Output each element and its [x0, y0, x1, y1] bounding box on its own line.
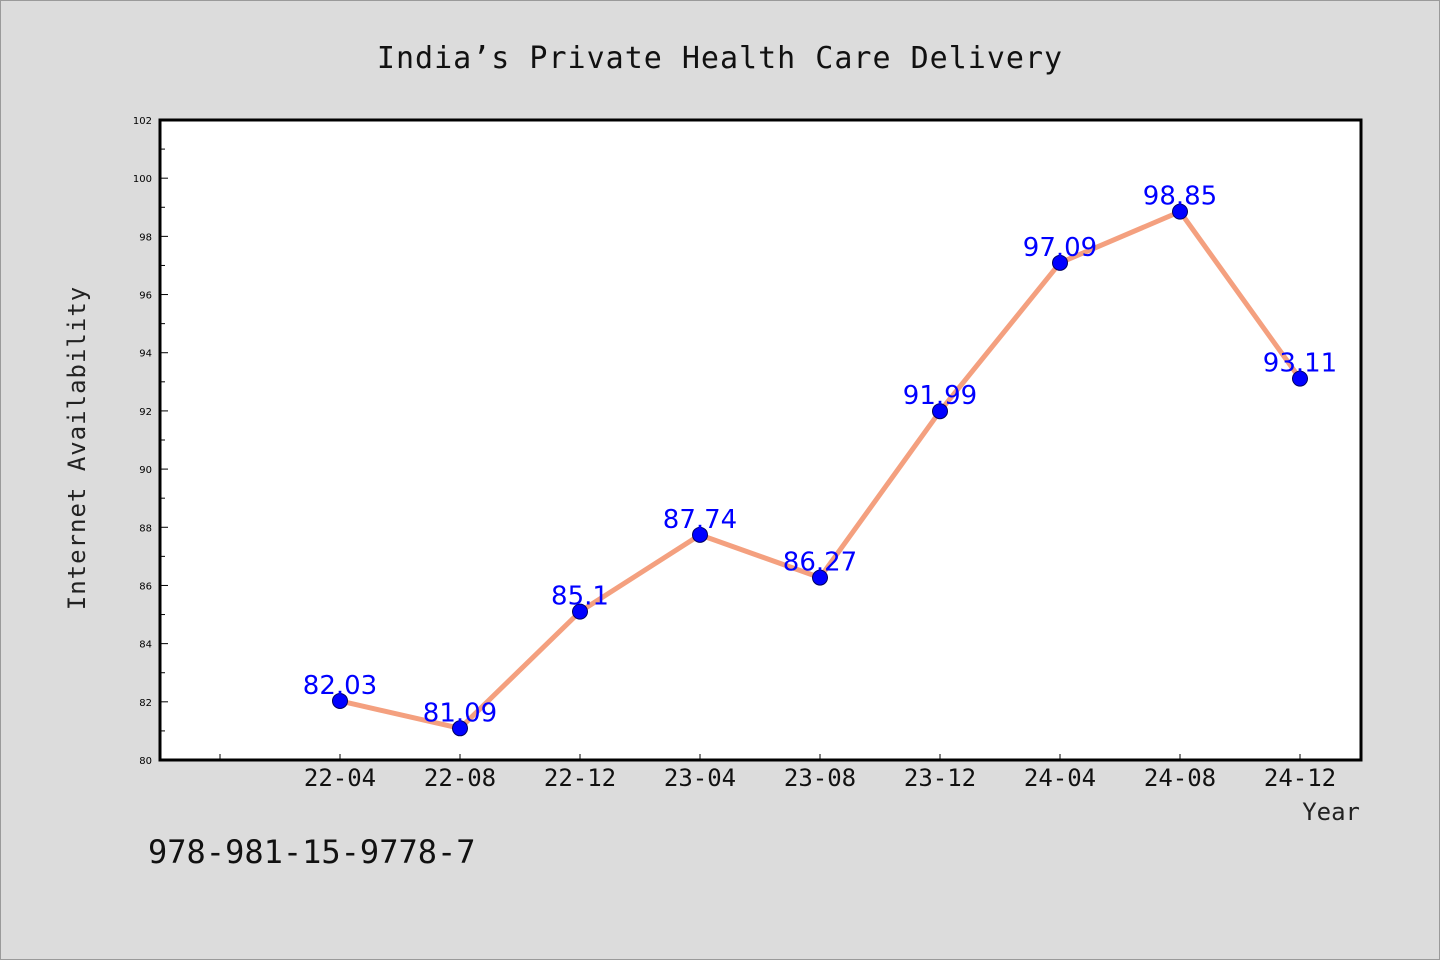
- data-point: [452, 720, 468, 737]
- data-label: 93.11: [1263, 349, 1337, 379]
- y-tick-label: 88: [139, 523, 152, 534]
- data-point: [812, 569, 828, 586]
- x-tick-label: 23-08: [784, 764, 856, 792]
- data-label: 97.09: [1023, 233, 1097, 263]
- data-point: [932, 403, 948, 420]
- data-point: [1052, 254, 1068, 271]
- data-label: 98.85: [1143, 182, 1217, 212]
- x-tick-label: 22-04: [304, 764, 376, 792]
- x-tick-label: 24-04: [1024, 764, 1096, 792]
- y-tick-label: 84: [139, 640, 152, 651]
- x-tick-label: 22-12: [544, 764, 616, 792]
- data-point: [332, 692, 348, 709]
- chart-title: India’s Private Health Care Delivery: [377, 41, 1063, 76]
- data-label: 82.03: [303, 671, 377, 701]
- data-label: 91.99: [903, 381, 977, 411]
- x-axis-label: Year: [1302, 798, 1360, 826]
- y-tick-label: 102: [133, 116, 152, 127]
- y-axis-label: Internet Availability: [63, 286, 91, 610]
- y-tick-label: 94: [139, 349, 152, 360]
- data-label: 85.1: [551, 582, 609, 612]
- y-tick-label: 92: [139, 407, 152, 418]
- plot-area: [158, 118, 1363, 762]
- x-axis: 22-04 22-08 22-12 23-04 23-08 23-12 24-04 24-08…: [219, 754, 1336, 792]
- data-points: [332, 203, 1308, 737]
- data-point: [572, 603, 588, 620]
- data-label: 86.27: [783, 548, 857, 578]
- y-tick-label: 86: [139, 581, 152, 592]
- data-point: [692, 526, 708, 543]
- x-tick-label: 22-08: [424, 764, 496, 792]
- x-tick-label: 23-12: [904, 764, 976, 792]
- data-labels: 82.03 81.09 85.1 87.74 86.27 91.99 97.09 98.85 9…: [303, 182, 1337, 729]
- y-tick-label: 96: [139, 291, 152, 302]
- y-tick-label: 82: [139, 698, 152, 709]
- y-tick-label: 98: [139, 232, 152, 243]
- x-tick-label: 24-08: [1144, 764, 1216, 792]
- x-tick-label: 24-12: [1264, 764, 1336, 792]
- data-point: [1292, 370, 1308, 387]
- data-label: 81.09: [423, 698, 497, 728]
- isbn-text: 978-981-15-9778-7: [148, 833, 476, 871]
- y-tick-label: 80: [139, 756, 152, 767]
- y-axis: 80 82 84 86 88 90 92 94 96 98 100 102: [133, 116, 168, 767]
- y-tick-label: 90: [139, 465, 152, 476]
- data-point: [1172, 203, 1188, 220]
- x-tick-label: 23-04: [664, 764, 736, 792]
- y-tick-label: 100: [133, 174, 152, 185]
- data-label: 87.74: [663, 505, 737, 535]
